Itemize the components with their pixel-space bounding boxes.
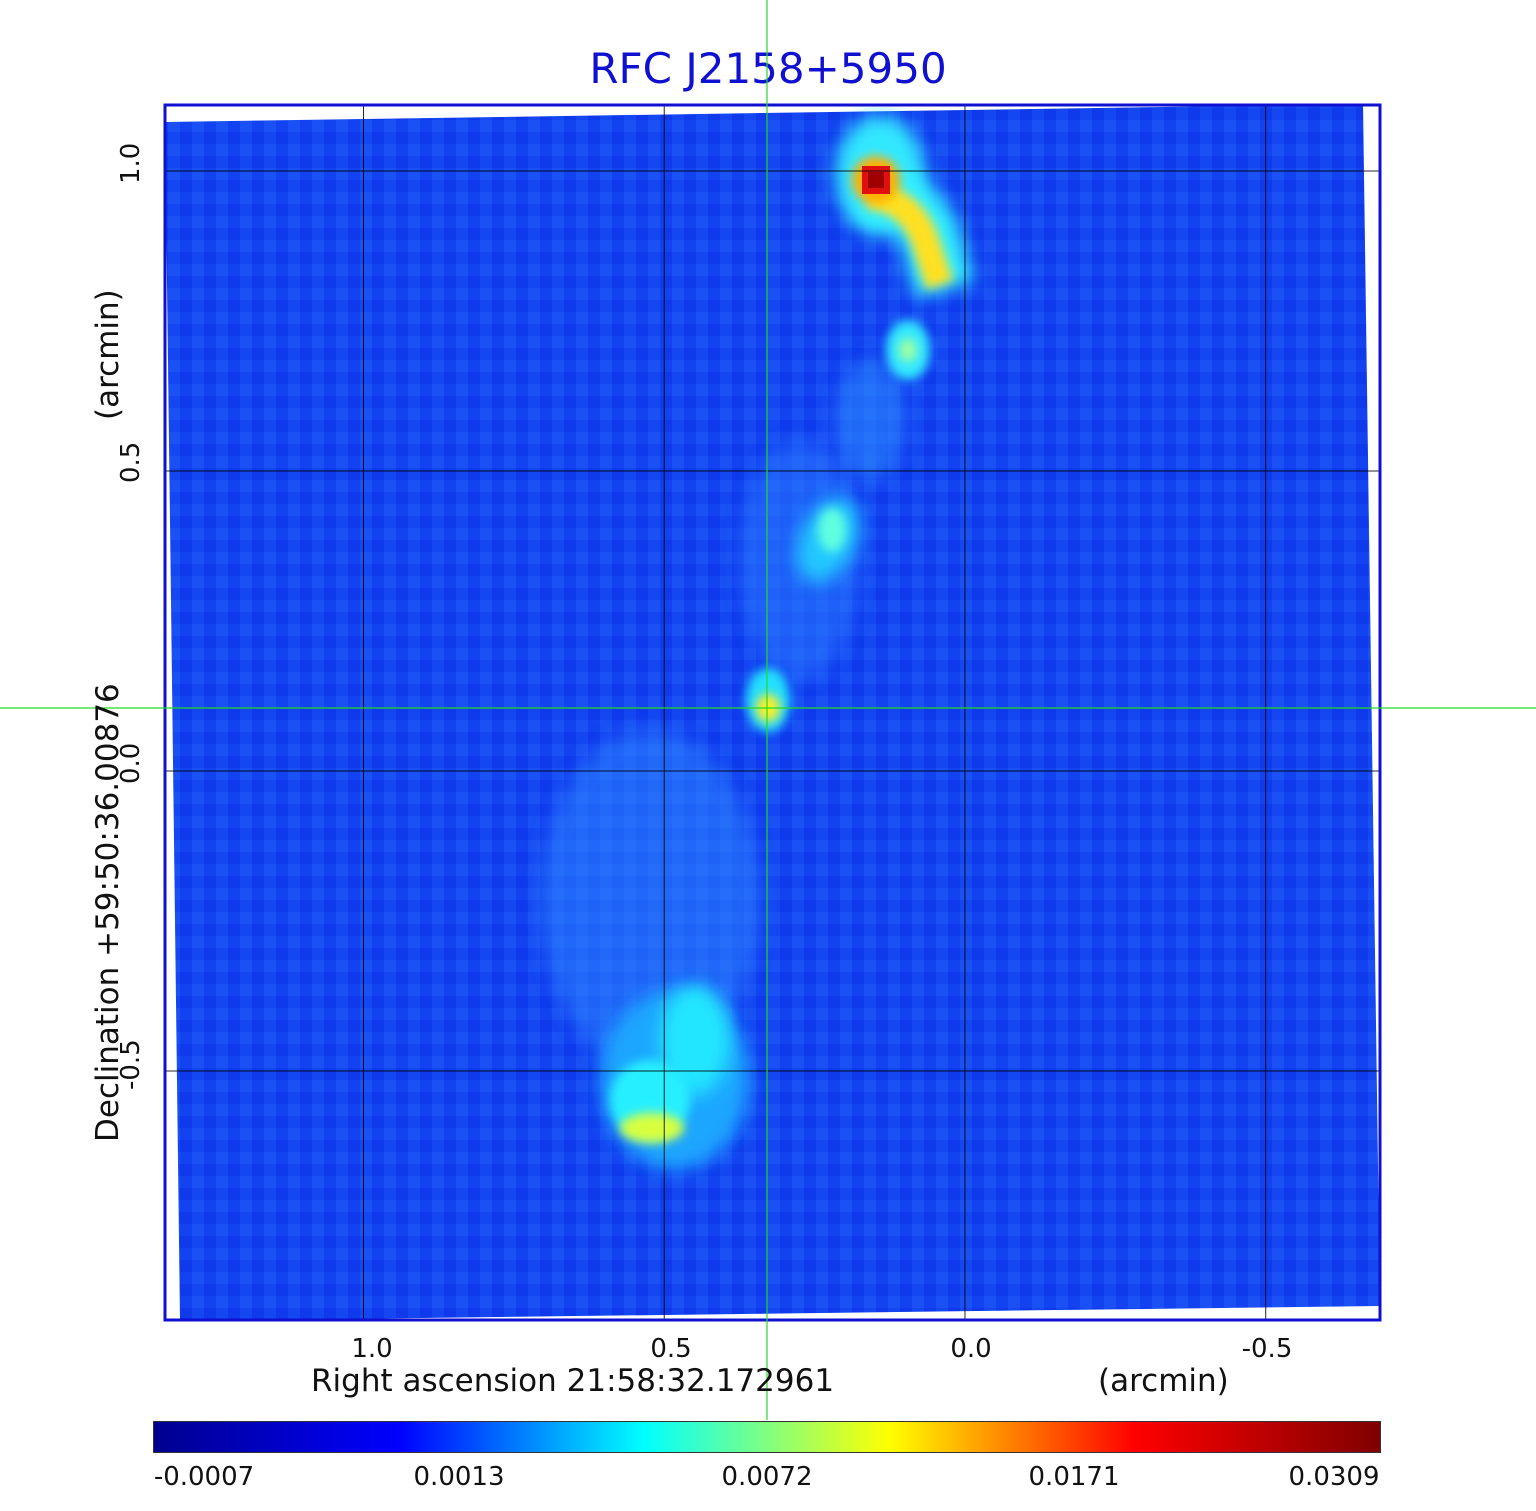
x-axis-unit: (arcmin) bbox=[1098, 1363, 1229, 1399]
x-tick-label: 1.0 bbox=[351, 1334, 393, 1364]
colorbar-tick-label: 0.0309 bbox=[1288, 1462, 1380, 1492]
y-tick-label: 0.5 bbox=[116, 441, 146, 483]
northern-lobe bbox=[835, 115, 974, 380]
y-axis-label: Declination +59:50:36.00876 bbox=[90, 683, 126, 1142]
colorbar-tick-label: 0.0013 bbox=[413, 1462, 505, 1492]
x-tick-label: 0.0 bbox=[950, 1334, 992, 1364]
plot-frame bbox=[163, 103, 1382, 1322]
sky-image-plot bbox=[0, 0, 1536, 1420]
y-tick-label: 1.0 bbox=[116, 142, 146, 184]
southern-lobe bbox=[600, 985, 750, 1170]
core bbox=[746, 668, 790, 732]
x-axis-label: Right ascension 21:58:32.172961 bbox=[311, 1363, 835, 1399]
colorbar-tick-label: -0.0007 bbox=[153, 1462, 255, 1492]
x-tick-label: -0.5 bbox=[1241, 1334, 1293, 1364]
colorbar bbox=[153, 1421, 1381, 1453]
colorbar-tick-label: 0.0171 bbox=[1028, 1462, 1120, 1492]
coordinate-grid bbox=[165, 105, 1380, 1320]
x-tick-label: 0.5 bbox=[650, 1334, 692, 1364]
jet-knot bbox=[796, 497, 860, 583]
y-axis-unit: (arcmin) bbox=[90, 289, 126, 420]
colorbar-tick-label: 0.0072 bbox=[721, 1462, 813, 1492]
plot-title: RFC J2158+5950 bbox=[589, 44, 947, 93]
